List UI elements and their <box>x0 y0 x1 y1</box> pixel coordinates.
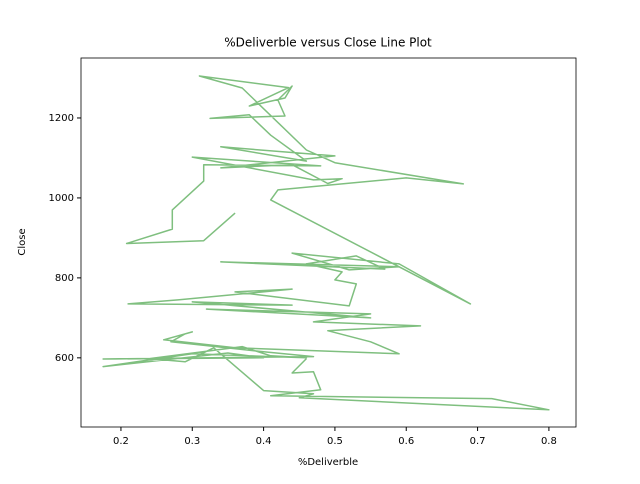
data-line <box>102 75 550 411</box>
y-tick-label: 1000 <box>49 193 74 204</box>
x-tick-label: 0.5 <box>327 436 343 447</box>
chart-title: %Deliverble versus Close Line Plot <box>224 36 432 50</box>
y-tick-label: 1200 <box>49 113 74 124</box>
x-tick-label: 0.8 <box>541 436 557 447</box>
plot-frame <box>80 57 577 428</box>
x-tick-label: 0.3 <box>184 436 200 447</box>
x-tick-label: 0.6 <box>398 436 414 447</box>
x-tick-label: 0.2 <box>113 436 129 447</box>
y-tick-label: 800 <box>55 273 74 284</box>
y-axis-label: Close <box>17 228 28 255</box>
x-tick-label: 0.4 <box>256 436 272 447</box>
x-axis-label: %Deliverble <box>298 457 358 468</box>
y-tick-label: 600 <box>55 353 74 364</box>
x-tick-label: 0.7 <box>470 436 486 447</box>
